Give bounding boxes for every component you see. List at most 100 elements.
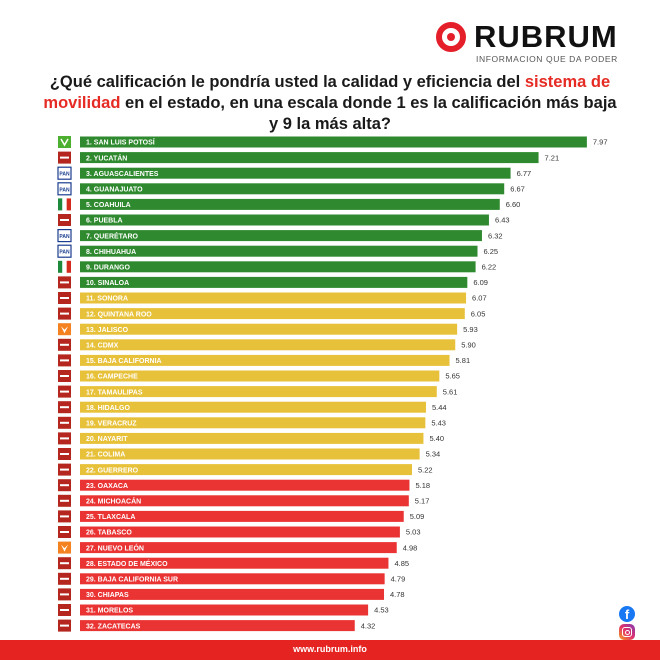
category-label: 18. HIDALGO bbox=[86, 405, 131, 412]
bar bbox=[80, 386, 437, 398]
bar bbox=[80, 183, 505, 195]
value-label: 5.17 bbox=[415, 497, 430, 506]
bar bbox=[80, 136, 587, 148]
value-label: 4.32 bbox=[361, 621, 376, 630]
category-label: 15. BAJA CALIFORNIA bbox=[86, 358, 162, 365]
category-label: 13. JALISCO bbox=[86, 327, 129, 334]
morena-logo-mark bbox=[60, 499, 69, 502]
value-label: 6.07 bbox=[472, 294, 487, 303]
category-label: 5. COAHUILA bbox=[86, 202, 131, 209]
category-label: 14. CDMX bbox=[86, 343, 119, 350]
value-label: 5.03 bbox=[406, 528, 421, 537]
category-label: 23. OAXACA bbox=[86, 483, 128, 490]
category-label: 29. BAJA CALIFORNIA SUR bbox=[86, 577, 178, 584]
morena-logo-mark bbox=[60, 593, 69, 596]
bar bbox=[80, 276, 468, 288]
value-label: 5.09 bbox=[410, 512, 425, 521]
rubrum-ring-icon bbox=[436, 22, 466, 52]
category-label: 3. AGUASCALIENTES bbox=[86, 171, 159, 178]
title-part-2: en el estado, en una escala donde 1 es l… bbox=[125, 94, 617, 133]
category-label: 19. VERACRUZ bbox=[86, 421, 137, 428]
morena-logo-mark bbox=[60, 390, 69, 393]
facebook-icon[interactable]: f bbox=[619, 606, 635, 622]
value-label: 5.18 bbox=[415, 481, 430, 490]
pan-logo-text: PAN bbox=[59, 187, 70, 193]
instagram-icon[interactable] bbox=[619, 624, 635, 640]
morena-logo-mark bbox=[60, 406, 69, 409]
value-label: 4.98 bbox=[403, 543, 418, 552]
mc-logo-mark bbox=[61, 544, 68, 552]
value-label: 6.09 bbox=[473, 278, 488, 287]
value-label: 6.43 bbox=[495, 216, 510, 225]
pri-logo-white-band bbox=[62, 198, 67, 211]
value-label: 5.81 bbox=[456, 356, 471, 365]
mc-logo-icon bbox=[58, 323, 71, 336]
pan-logo-icon bbox=[57, 229, 72, 243]
pan-logo-text: PAN bbox=[59, 234, 70, 240]
value-label: 6.25 bbox=[484, 247, 499, 256]
bar bbox=[80, 370, 440, 382]
pan-logo-text: PAN bbox=[59, 250, 70, 256]
morena-logo-mark bbox=[60, 609, 69, 611]
value-label: 5.44 bbox=[432, 403, 447, 412]
category-label: 17. TAMAULIPAS bbox=[86, 389, 143, 396]
category-label: 20. NAYARIT bbox=[86, 436, 128, 443]
morena-logo-mark bbox=[60, 281, 69, 284]
pan-logo-icon bbox=[57, 166, 72, 180]
value-label: 6.22 bbox=[482, 263, 497, 272]
category-label: 7. QUERÉTARO bbox=[86, 231, 139, 240]
category-label: 25. TLAXCALA bbox=[86, 514, 135, 521]
value-label: 5.43 bbox=[431, 419, 446, 428]
category-label: 28. ESTADO DE MÉXICO bbox=[86, 559, 168, 568]
value-label: 6.05 bbox=[471, 309, 486, 318]
bar bbox=[80, 604, 369, 616]
brand-name: RUBRUM bbox=[474, 19, 618, 54]
value-label: 4.85 bbox=[394, 559, 409, 568]
category-label: 8. CHIHUAHUA bbox=[86, 249, 136, 256]
pan-logo-text: PAN bbox=[59, 172, 70, 178]
bar bbox=[80, 495, 409, 507]
footer-url[interactable]: www.rubrum.info bbox=[0, 640, 660, 660]
morena-logo-mark bbox=[60, 312, 69, 315]
bar bbox=[80, 510, 404, 522]
pri-logo-icon bbox=[58, 198, 63, 211]
bar bbox=[80, 152, 539, 164]
chart-title: ¿Qué calificación le pondría usted la ca… bbox=[40, 72, 620, 135]
bar bbox=[80, 198, 500, 210]
morena-logo-mark bbox=[60, 359, 69, 362]
value-label: 5.93 bbox=[463, 325, 478, 334]
value-label: 5.22 bbox=[418, 465, 433, 474]
value-label: 6.77 bbox=[517, 169, 532, 178]
morena-logo-mark bbox=[60, 219, 69, 221]
pan-logo-icon bbox=[57, 182, 72, 196]
morena-logo-mark bbox=[60, 343, 69, 346]
bar bbox=[80, 464, 412, 476]
title-highlight: sistema de movilidad bbox=[43, 73, 611, 112]
morena-logo-mark bbox=[60, 453, 69, 455]
morena-logo-mark bbox=[60, 515, 69, 518]
bar bbox=[80, 354, 450, 366]
category-label: 22. GUERRERO bbox=[86, 467, 139, 474]
morena-logo-mark bbox=[60, 531, 69, 533]
bar bbox=[80, 167, 511, 179]
value-label: 5.65 bbox=[445, 372, 460, 381]
bar bbox=[80, 542, 397, 554]
pri-logo-red-band bbox=[66, 260, 71, 273]
morena-logo-mark bbox=[60, 297, 69, 299]
value-label: 7.21 bbox=[545, 153, 560, 162]
pvem-logo-mark bbox=[60, 138, 69, 147]
category-label: 32. ZACATECAS bbox=[86, 623, 141, 630]
category-label: 1. SAN LUIS POTOSÍ bbox=[86, 138, 156, 147]
bar bbox=[80, 588, 385, 600]
category-label: 4. GUANAJUATO bbox=[86, 187, 143, 194]
morena-logo-mark bbox=[60, 375, 69, 377]
morena-logo-mark bbox=[60, 577, 69, 580]
bar-chart: 1. SAN LUIS POTOSÍ 7.97 2. YUCATÁN 7.21 3. A… bbox=[57, 136, 608, 632]
category-label: 9. DURANGO bbox=[86, 265, 131, 272]
bar bbox=[80, 323, 458, 335]
value-label: 7.97 bbox=[593, 138, 608, 147]
category-label: 10. SINALOA bbox=[86, 280, 129, 287]
morena-logo-mark bbox=[60, 484, 69, 487]
bar bbox=[80, 573, 385, 585]
bar bbox=[80, 261, 476, 273]
